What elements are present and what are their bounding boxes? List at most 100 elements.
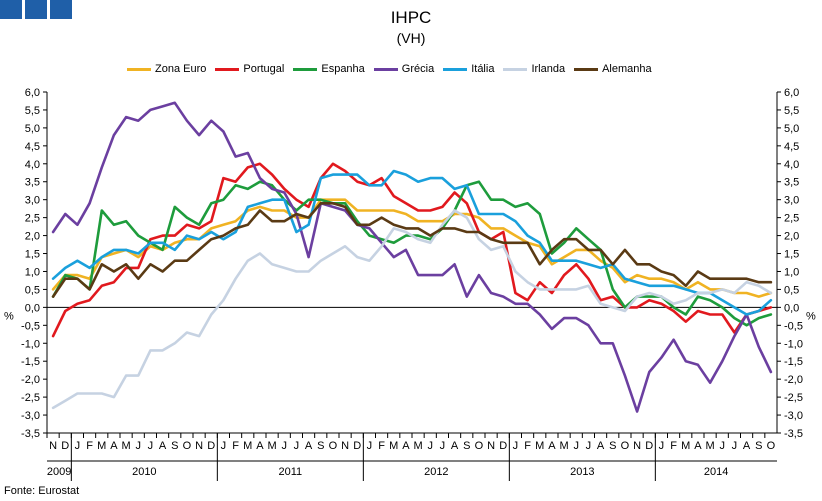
series-line-gr-cia: [51, 101, 773, 413]
y-tick-label-right: 4,0: [784, 159, 799, 171]
month-label: M: [97, 440, 106, 452]
month-label: D: [499, 440, 507, 452]
legend-swatch: [293, 67, 318, 71]
month-label: A: [305, 440, 313, 452]
month-label: F: [524, 440, 531, 452]
series-line-alemanha: [51, 202, 773, 298]
series-line-portugal: [51, 162, 773, 338]
month-label: M: [413, 440, 422, 452]
y-tick-label-left: -1,5: [21, 356, 40, 368]
chart-title: IHPC: [390, 8, 432, 27]
month-label: M: [705, 440, 714, 452]
month-label: J: [428, 440, 434, 452]
month-label: F: [670, 440, 677, 452]
month-label: D: [645, 440, 653, 452]
month-label: A: [694, 440, 702, 452]
month-label: S: [171, 440, 178, 452]
y-tick-label-left: 1,0: [25, 266, 40, 278]
month-label: A: [110, 440, 118, 452]
legend-swatch: [127, 67, 151, 71]
month-label: O: [621, 440, 630, 452]
y-tick-label-right: 0,5: [784, 284, 799, 296]
series-line-zona-euro: [51, 198, 773, 298]
month-label: J: [440, 440, 446, 452]
legend-label: Itália: [471, 63, 495, 75]
logo-square-1: [0, 0, 22, 19]
month-label: A: [548, 440, 556, 452]
y-tick-label-right: 0,0: [784, 302, 799, 314]
y-tick-label-right: 3,0: [784, 195, 799, 207]
y-tick-label-right: -3,5: [784, 428, 803, 440]
month-label: A: [159, 440, 167, 452]
month-label: S: [463, 440, 470, 452]
month-label: D: [207, 440, 215, 452]
month-label: J: [136, 440, 142, 452]
month-label: D: [61, 440, 69, 452]
month-label: J: [75, 440, 81, 452]
month-label: A: [451, 440, 459, 452]
y-tick-label-left: -2,5: [21, 392, 40, 404]
y-tick-label-right: 2,5: [784, 213, 799, 225]
month-label: A: [743, 440, 751, 452]
legend-item: Alemanha: [574, 63, 652, 75]
y-unit-right: %: [806, 310, 816, 322]
y-tick-label-left: 5,5: [25, 105, 40, 117]
y-tick-label-right: 1,0: [784, 266, 799, 278]
y-tick-label-right: -1,0: [784, 338, 803, 350]
month-label: J: [294, 440, 300, 452]
y-tick-label-left: 0,0: [25, 302, 40, 314]
year-label: 2009: [47, 466, 71, 478]
year-label: 2010: [132, 466, 156, 478]
legend-label: Alemanha: [602, 63, 652, 75]
month-label: M: [267, 440, 276, 452]
legend-swatch: [443, 67, 468, 71]
legend-swatch: [574, 67, 599, 71]
y-tick-label-left: -1,0: [21, 338, 40, 350]
month-label: N: [487, 440, 495, 452]
logo-square-2: [25, 0, 47, 19]
month-label: N: [341, 440, 349, 452]
legend-item: Portugal: [215, 63, 284, 75]
legend-item: Irlanda: [503, 63, 565, 75]
month-label: J: [732, 440, 738, 452]
legend-swatch: [503, 67, 528, 71]
legend-item: Zona Euro: [127, 63, 206, 75]
y-tick-label-right: 5,5: [784, 105, 799, 117]
month-label: N: [633, 440, 641, 452]
month-label: M: [559, 440, 568, 452]
month-label: S: [609, 440, 616, 452]
y-tick-label-left: 1,5: [25, 249, 40, 261]
month-label: F: [86, 440, 93, 452]
month-label: M: [535, 440, 544, 452]
y-tick-label-left: 4,0: [25, 159, 40, 171]
month-label: J: [574, 440, 580, 452]
logo-square-3: [50, 0, 72, 19]
y-unit-left: %: [4, 310, 14, 322]
year-label: 2014: [704, 466, 728, 478]
year-label: 2013: [570, 466, 594, 478]
chart-subtitle: (VH): [396, 30, 426, 46]
y-tick-label-left: 2,5: [25, 213, 40, 225]
y-tick-label-left: 3,0: [25, 195, 40, 207]
month-label: J: [513, 440, 519, 452]
month-label: F: [378, 440, 385, 452]
month-label: J: [221, 440, 227, 452]
month-label: M: [121, 440, 130, 452]
legend-item: Grécia: [373, 63, 434, 75]
y-tick-label-right: -2,5: [784, 392, 803, 404]
month-label: M: [681, 440, 690, 452]
y-tick-label-right: -3,0: [784, 410, 803, 422]
month-label: D: [353, 440, 361, 452]
y-tick-label-left: 5,0: [25, 123, 40, 135]
y-tick-label-left: 3,5: [25, 177, 40, 189]
month-label: O: [329, 440, 338, 452]
y-tick-label-right: 4,5: [784, 141, 799, 153]
series-line-it-lia: [51, 169, 773, 316]
month-label: M: [243, 440, 252, 452]
legend-item: Espanha: [293, 63, 365, 75]
series-line-irlanda: [51, 209, 773, 410]
legend-label: Espanha: [321, 63, 365, 75]
month-label: A: [597, 440, 605, 452]
y-tick-label-right: -1,5: [784, 356, 803, 368]
